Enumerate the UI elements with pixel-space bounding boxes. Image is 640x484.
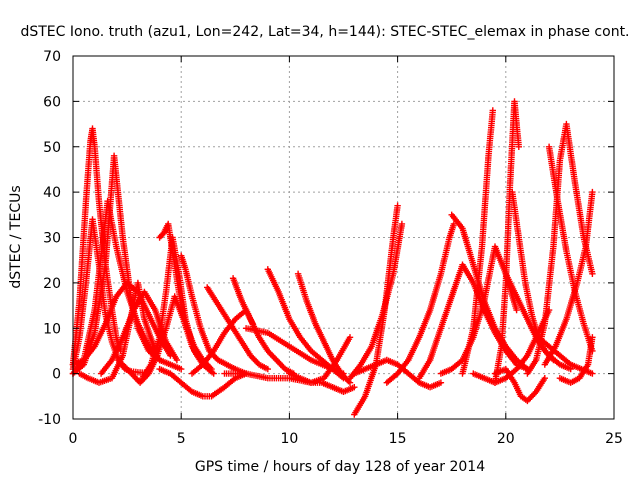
series-19: [242, 325, 347, 377]
series-35: [541, 188, 596, 368]
series-18: [286, 370, 358, 395]
series-9-markers: [156, 220, 215, 373]
series-34: [545, 143, 596, 355]
y-axis-label: dSTEC / TECUs: [8, 185, 24, 288]
series-22: [351, 356, 445, 391]
y-tick-label: 60: [43, 94, 61, 110]
series-21: [346, 220, 406, 382]
series-14-markers: [188, 306, 256, 377]
series-31-markers: [491, 365, 548, 405]
y-tick-label: 40: [43, 185, 61, 201]
x-axis-label: GPS time / hours of day 128 of year 2014: [195, 459, 485, 475]
y-tick-label: 10: [43, 321, 61, 337]
x-tick-label: 5: [177, 431, 186, 447]
y-tick-label: 30: [43, 231, 61, 247]
series-37: [535, 334, 596, 377]
y-axis: -10 0 10 20 30 40 50 60 70: [38, 49, 614, 428]
y-tick-label: 0: [52, 367, 61, 383]
series-9: [156, 220, 215, 373]
x-tick-label: 0: [69, 431, 78, 447]
y-tick-label: 50: [43, 140, 61, 156]
series-36-markers: [556, 334, 596, 386]
y-tick-label: 70: [43, 49, 61, 65]
series-34-markers: [545, 143, 596, 355]
series-37-markers: [535, 334, 596, 377]
series-13: [229, 275, 297, 377]
y-tick-label: -10: [38, 412, 61, 428]
series-13-markers: [229, 275, 297, 377]
series-11: [156, 365, 250, 400]
series-18-markers: [286, 370, 358, 395]
series-35-markers: [541, 188, 596, 368]
series-20-markers: [351, 202, 401, 418]
series-11-markers: [156, 365, 250, 400]
series-22-markers: [351, 356, 445, 391]
series-10: [178, 252, 250, 377]
series-20: [351, 202, 401, 418]
x-axis: 0 5 10 15 20 25: [69, 56, 623, 447]
series-31: [491, 365, 548, 405]
chart-title: dSTEC Iono. truth (azu1, Lon=242, Lat=34…: [20, 24, 629, 40]
series-36: [556, 334, 596, 386]
data-marks: [69, 98, 596, 418]
series-23-markers: [383, 220, 458, 386]
series-23: [383, 220, 458, 386]
series-19-markers: [242, 325, 347, 377]
series-21-markers: [346, 220, 406, 382]
series-10-markers: [178, 252, 250, 377]
series-14: [188, 306, 256, 377]
y-tick-label: 20: [43, 276, 61, 292]
x-tick-label: 10: [280, 431, 298, 447]
x-tick-label: 20: [497, 431, 515, 447]
x-tick-label: 15: [389, 431, 407, 447]
x-tick-label: 25: [605, 431, 623, 447]
